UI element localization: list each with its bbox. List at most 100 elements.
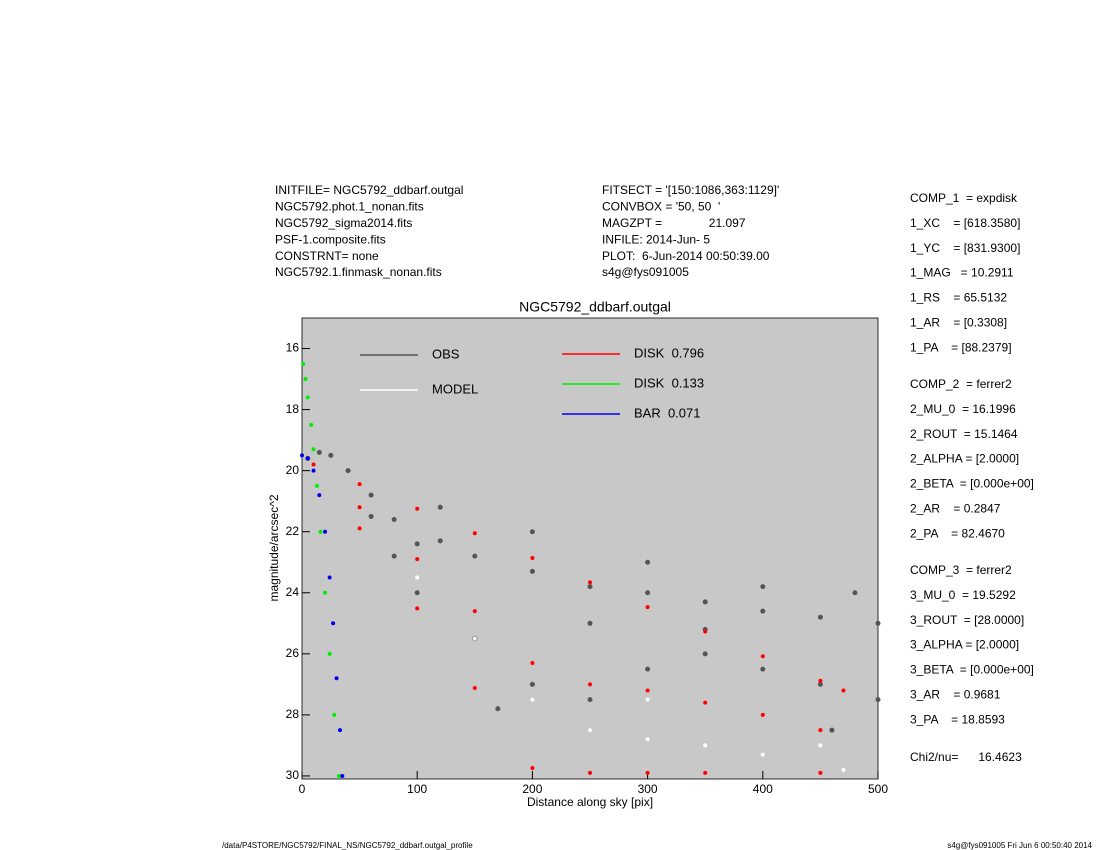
y-tick-label: 20 <box>286 463 300 477</box>
legend-label: MODEL <box>432 381 478 396</box>
point <box>702 651 708 657</box>
point <box>818 728 823 733</box>
param-line: 3_AR = 0.9681 <box>910 687 1001 701</box>
point <box>301 361 306 366</box>
point <box>645 688 650 693</box>
point <box>587 584 593 590</box>
point <box>317 493 322 498</box>
point <box>311 447 316 452</box>
point <box>415 606 420 611</box>
point <box>338 728 343 733</box>
header-line: INFILE: 2014-Jun- 5 <box>602 232 710 246</box>
x-tick-label: 0 <box>299 782 306 796</box>
header-line: NGC5792_sigma2014.fits <box>275 216 412 230</box>
header-line: INITFILE= NGC5792_ddbarf.outgal <box>275 183 463 197</box>
point <box>345 468 351 474</box>
param-line: 3_ALPHA = [2.0000] <box>910 638 1019 652</box>
param-line: 3_PA = 18.8593 <box>910 712 1005 726</box>
point <box>314 483 319 488</box>
point <box>391 516 397 522</box>
point <box>645 605 650 610</box>
chart-title: NGC5792_ddbarf.outgal <box>519 299 671 315</box>
point <box>334 676 339 681</box>
point <box>318 529 323 534</box>
point <box>437 538 443 544</box>
point <box>702 599 708 605</box>
param-line: 2_AR = 0.2847 <box>910 501 1001 515</box>
point <box>414 541 420 547</box>
legend-label: DISK 0.133 <box>634 375 704 390</box>
param-line: 2_ROUT = 15.1464 <box>910 427 1018 441</box>
point <box>703 629 708 634</box>
point <box>829 727 835 733</box>
point <box>817 681 823 687</box>
point <box>368 513 374 519</box>
y-tick-label: 30 <box>286 768 300 782</box>
point <box>340 773 345 778</box>
point <box>841 767 846 772</box>
point <box>415 557 420 562</box>
header-line: PLOT: 6-Jun-2014 00:50:39.00 <box>602 249 770 263</box>
point <box>327 575 332 580</box>
point <box>587 620 593 626</box>
point <box>331 621 336 626</box>
point <box>817 614 823 620</box>
point <box>530 660 535 665</box>
header-line: PSF-1.composite.fits <box>275 232 386 246</box>
y-tick-label: 24 <box>286 585 300 599</box>
point <box>472 531 477 536</box>
point <box>645 697 650 702</box>
header-line: CONVBOX = '50, 50 ' <box>602 200 720 214</box>
x-tick-label: 500 <box>868 782 888 796</box>
point <box>530 697 535 702</box>
header-line: NGC5792.phot.1_nonan.fits <box>275 200 424 214</box>
param-line: 3_MU_0 = 19.5292 <box>910 588 1016 602</box>
chi2: Chi2/nu= 16.4623 <box>910 750 1022 764</box>
legend-label: OBS <box>432 346 460 361</box>
point <box>472 686 477 691</box>
point <box>415 506 420 511</box>
x-axis-label: Distance along sky [pix] <box>527 795 653 809</box>
point <box>645 559 651 565</box>
param-line: 1_PA = [88.2379] <box>910 340 1012 354</box>
point <box>529 568 535 574</box>
legend-label: DISK 0.796 <box>634 345 704 360</box>
point <box>311 462 316 467</box>
point <box>336 773 341 778</box>
point <box>323 590 328 595</box>
x-tick-label: 200 <box>522 782 542 796</box>
header-line: s4g@fys091005 <box>602 265 689 279</box>
y-tick-label: 18 <box>286 402 300 416</box>
point <box>311 468 316 473</box>
point <box>818 678 823 683</box>
point <box>472 609 477 614</box>
point <box>645 666 651 672</box>
point <box>852 590 858 596</box>
point <box>414 590 420 596</box>
point <box>305 395 310 400</box>
point <box>588 770 592 775</box>
param-line: 1_YC = [831.9300] <box>910 241 1020 255</box>
point <box>357 482 362 487</box>
y-tick-label: 26 <box>286 646 300 660</box>
legend-label: BAR 0.071 <box>634 405 701 420</box>
point <box>328 452 334 458</box>
point <box>760 608 766 614</box>
point <box>530 555 535 560</box>
point <box>357 505 362 510</box>
point <box>327 651 332 656</box>
point <box>495 706 501 712</box>
param-line: 2_PA = 82.4670 <box>910 526 1005 540</box>
point <box>303 377 308 382</box>
y-tick-label: 28 <box>286 707 300 721</box>
point <box>841 688 846 693</box>
point <box>472 636 477 641</box>
point <box>529 529 535 535</box>
point <box>588 580 592 585</box>
point <box>437 504 443 510</box>
param-line: 1_RS = 65.5132 <box>910 291 1007 305</box>
header-line: FITSECT = '[150:1086,363:1129]' <box>602 183 779 197</box>
point <box>703 743 708 748</box>
point <box>529 681 535 687</box>
